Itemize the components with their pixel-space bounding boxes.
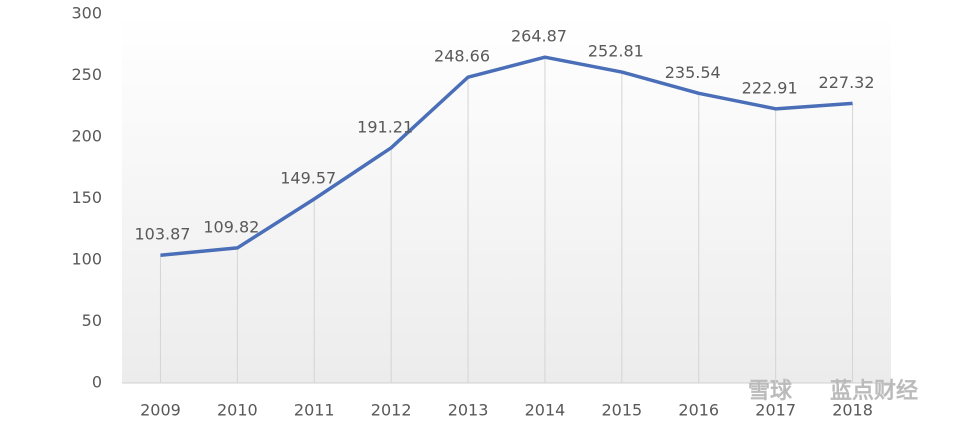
data-label: 222.91: [742, 78, 798, 97]
x-tick-label: 2018: [832, 401, 873, 420]
y-tick-label: 0: [92, 373, 102, 392]
x-tick-label: 2013: [448, 401, 489, 420]
y-tick-label: 300: [71, 4, 102, 23]
x-tick-label: 2014: [525, 401, 566, 420]
data-label: 149.57: [280, 169, 336, 188]
plot-area: [122, 14, 891, 383]
x-tick-label: 2017: [755, 401, 796, 420]
y-tick-label: 100: [71, 250, 102, 269]
x-tick-label: 2009: [140, 401, 181, 420]
data-label: 103.87: [134, 225, 190, 244]
watermark: 雪球: [748, 379, 793, 404]
x-tick-label: 2016: [678, 401, 719, 420]
line-series: [160, 55, 853, 257]
data-label: 227.32: [819, 73, 875, 92]
data-label: 248.66: [434, 47, 490, 66]
y-tick-label: 150: [71, 188, 102, 207]
data-label: 264.87: [511, 27, 567, 46]
data-label: 191.21: [357, 117, 413, 136]
x-tick-label: 2012: [371, 401, 412, 420]
y-tick-label: 250: [71, 65, 102, 84]
data-label: 235.54: [665, 63, 721, 82]
x-tick-label: 2010: [217, 401, 258, 420]
data-label: 252.81: [588, 42, 644, 61]
watermark: 蓝点财经: [830, 378, 918, 404]
data-label: 109.82: [203, 217, 259, 236]
x-tick-label: 2011: [294, 401, 335, 420]
y-tick-label: 200: [71, 127, 102, 146]
y-tick-label: 50: [82, 311, 102, 330]
x-tick-label: 2015: [601, 401, 642, 420]
